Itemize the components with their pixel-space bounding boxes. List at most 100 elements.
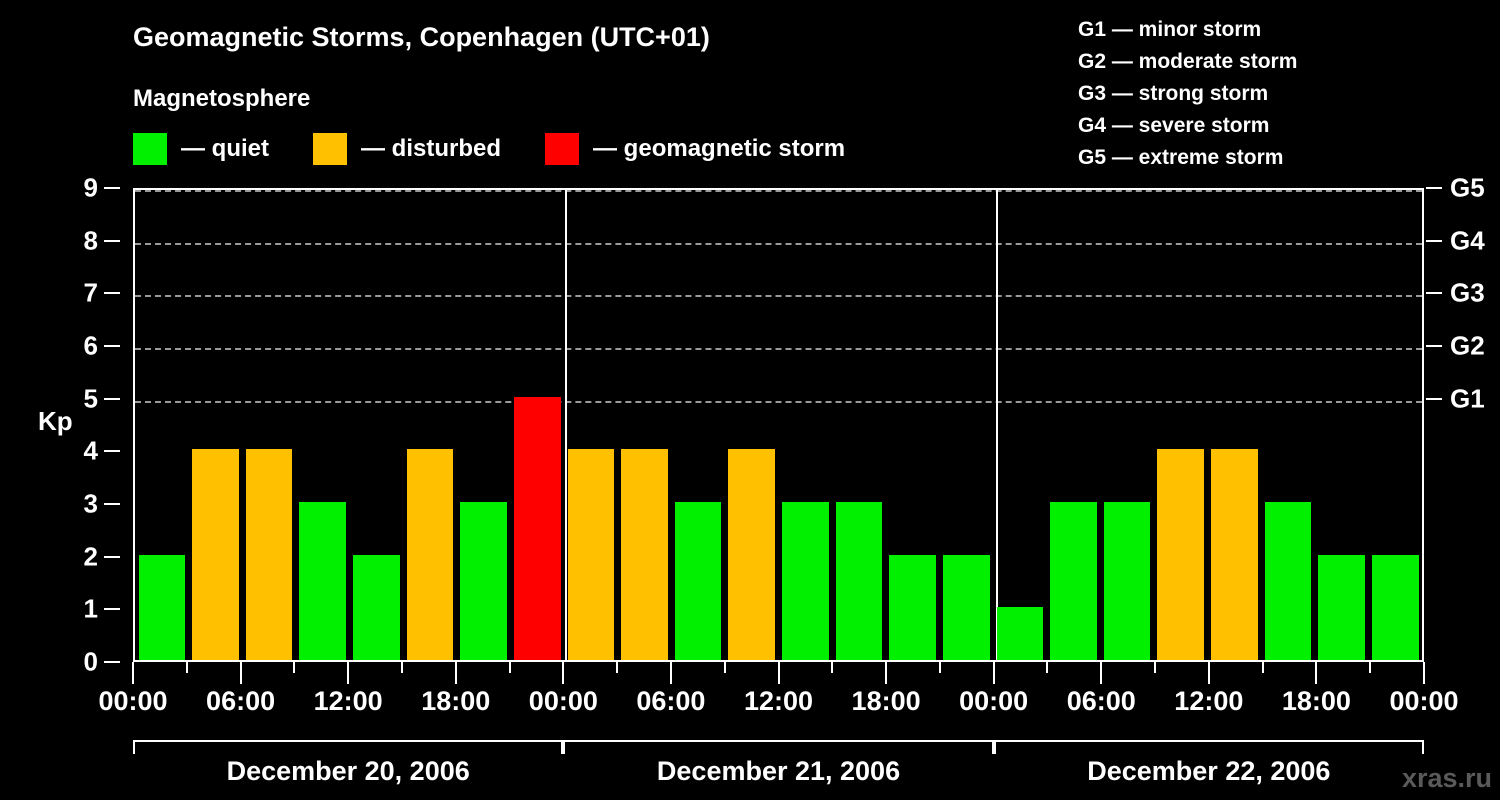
g-scale-legend-line-2: G2 — moderate storm	[1078, 50, 1298, 73]
x-tick-minor	[1046, 662, 1049, 673]
kp-bar	[942, 554, 990, 660]
bar-cell	[1315, 190, 1369, 660]
x-tick-minor	[723, 662, 726, 673]
kp-bar	[728, 449, 775, 660]
y-tick-label-4: 4	[83, 435, 98, 466]
bar-cell	[725, 190, 779, 660]
g-scale-legend-line-1: G1 — minor storm	[1078, 18, 1262, 41]
kp-bar	[245, 449, 293, 660]
kp-bar	[621, 449, 668, 660]
kp-bar	[782, 502, 829, 660]
x-tick-label: 00:00	[959, 686, 1029, 716]
kp-bar	[835, 502, 883, 660]
bar-cell	[779, 190, 833, 660]
x-tick-label: 06:00	[206, 686, 276, 716]
plot-area	[133, 188, 1424, 662]
x-tick-major	[885, 662, 888, 684]
x-tick-label: 18:00	[421, 686, 491, 716]
legend-item-disturbed: — disturbed	[313, 133, 501, 165]
bar-cell	[296, 190, 350, 660]
kp-bar	[353, 554, 400, 660]
bar-cell	[1100, 190, 1154, 660]
bar-cell	[564, 190, 618, 660]
g-scale-legend-line-5: G5 — extreme storm	[1078, 146, 1284, 169]
kp-bar	[406, 449, 454, 660]
gridline-kp-7	[135, 295, 1422, 298]
bar-cell	[403, 190, 457, 660]
x-tick-minor	[616, 662, 619, 673]
bar-cell	[1261, 190, 1315, 660]
watermark: xras.ru	[1401, 763, 1492, 793]
x-tick-label: 18:00	[1281, 686, 1351, 716]
g-axis-label-G4: G4	[1450, 225, 1485, 256]
kp-bar	[567, 449, 615, 660]
bar-cell	[671, 190, 725, 660]
y-tick-label-6: 6	[83, 330, 98, 361]
x-tick-major	[239, 662, 242, 684]
x-axis: 00:00 06:00 12:00 18:00 00:00 06:00 12:00 18:00…	[98, 662, 1459, 716]
x-tick-minor	[1261, 662, 1264, 673]
y-tick-label-1: 1	[83, 593, 98, 624]
bar-cell	[457, 190, 511, 660]
g-axis-tick-G1	[1426, 397, 1442, 400]
y-axis-labels: 0 1 2 3 4 5 6 7 8 9	[0, 173, 128, 677]
kp-bar	[889, 554, 936, 660]
bar-cell	[189, 190, 243, 660]
kp-bar	[1211, 449, 1258, 660]
kp-bar	[1318, 554, 1365, 660]
kp-bar	[674, 502, 722, 660]
g-scale-axis: G1 G2 G3 G4 G5	[1426, 173, 1500, 662]
gridline-kp-9	[135, 190, 1422, 192]
y-axis-title: Kp	[38, 406, 73, 436]
date-band	[993, 740, 1424, 754]
bar-cell	[1047, 190, 1101, 660]
page-title: Geomagnetic Storms, Copenhagen (UTC+01)	[133, 22, 710, 52]
kp-bar	[996, 607, 1044, 660]
y-tick-label-2: 2	[83, 541, 98, 572]
x-tick-minor	[938, 662, 941, 673]
kp-bar	[299, 502, 346, 660]
bar-cell	[242, 190, 296, 660]
bar-series	[135, 190, 1422, 660]
kp-bar	[513, 396, 561, 660]
y-tick-label-0: 0	[83, 646, 98, 677]
x-tick-label: 00:00	[98, 686, 168, 716]
x-tick-label: 18:00	[851, 686, 921, 716]
x-tick-minor	[1369, 662, 1372, 673]
g-axis-label-G2: G2	[1450, 330, 1485, 361]
y-tick-label-3: 3	[83, 488, 98, 519]
bar-cell	[1368, 190, 1422, 660]
bar-cell	[618, 190, 672, 660]
date-band-label: December 22, 2006	[1087, 756, 1331, 786]
gridline-kp-5	[135, 400, 1422, 403]
x-tick-major	[132, 662, 134, 684]
x-tick-major	[454, 662, 457, 684]
g-axis-tick-G3	[1426, 292, 1442, 295]
x-tick-major	[1315, 662, 1318, 684]
bar-cell	[939, 190, 993, 660]
legend-label-geomagnetic-storm: — geomagnetic storm	[593, 135, 846, 162]
date-band-label: December 20, 2006	[226, 756, 470, 786]
kp-bar	[1264, 502, 1312, 660]
x-tick-major	[1423, 662, 1425, 684]
g-axis-label-G3: G3	[1450, 277, 1485, 308]
y-tick-label-8: 8	[83, 225, 98, 256]
g-scale-legend: G1 — minor storm G2 — moderate storm G3 — …	[1078, 14, 1297, 174]
kp-bar	[1157, 449, 1204, 660]
x-tick-minor	[400, 662, 403, 673]
y-tick-label-7: 7	[83, 277, 98, 308]
bar-cell	[1154, 190, 1208, 660]
y-tick-mark-7	[104, 292, 120, 295]
x-tick-label: 12:00	[1174, 686, 1244, 716]
y-tick-mark-3	[104, 503, 120, 505]
kp-bar	[192, 449, 239, 660]
x-tick-label: 12:00	[743, 686, 814, 716]
x-tick-major	[562, 662, 565, 684]
bar-cell	[832, 190, 886, 660]
kp-bar	[1103, 502, 1151, 660]
x-tick-minor	[1154, 662, 1157, 673]
y-tick-mark-9	[104, 187, 120, 189]
x-tick-major	[1207, 662, 1210, 684]
y-tick-mark-0	[104, 661, 120, 663]
x-tick-label: 00:00	[1389, 686, 1459, 716]
